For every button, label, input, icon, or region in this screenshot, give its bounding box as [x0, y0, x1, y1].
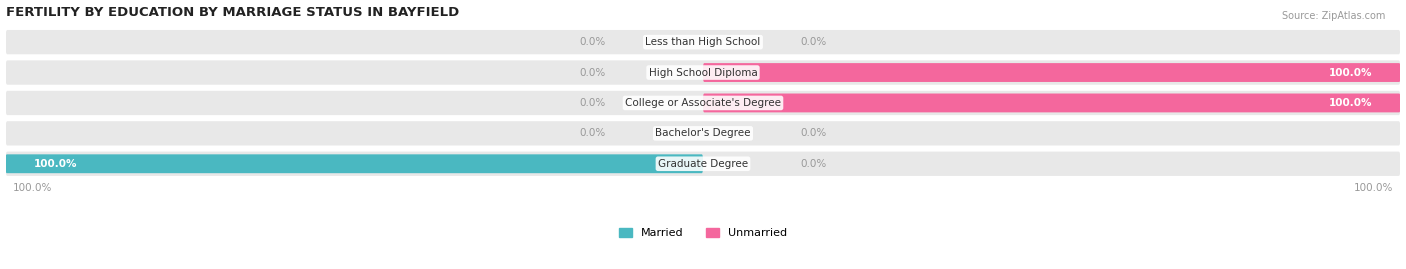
Text: 100.0%: 100.0%: [34, 159, 77, 169]
Text: 0.0%: 0.0%: [579, 128, 606, 138]
Legend: Married, Unmarried: Married, Unmarried: [614, 224, 792, 243]
FancyBboxPatch shape: [703, 63, 1400, 82]
FancyBboxPatch shape: [6, 91, 1400, 115]
Text: 0.0%: 0.0%: [800, 37, 827, 47]
Text: Graduate Degree: Graduate Degree: [658, 159, 748, 169]
FancyBboxPatch shape: [6, 152, 1400, 176]
FancyBboxPatch shape: [6, 121, 1400, 146]
Text: College or Associate's Degree: College or Associate's Degree: [626, 98, 780, 108]
Text: 0.0%: 0.0%: [800, 159, 827, 169]
FancyBboxPatch shape: [6, 60, 1400, 85]
Text: 0.0%: 0.0%: [579, 68, 606, 77]
Text: Bachelor's Degree: Bachelor's Degree: [655, 128, 751, 138]
FancyBboxPatch shape: [6, 154, 703, 173]
Text: High School Diploma: High School Diploma: [648, 68, 758, 77]
Text: FERTILITY BY EDUCATION BY MARRIAGE STATUS IN BAYFIELD: FERTILITY BY EDUCATION BY MARRIAGE STATU…: [6, 6, 458, 19]
Text: 100.0%: 100.0%: [1329, 98, 1372, 108]
Text: 0.0%: 0.0%: [800, 128, 827, 138]
Text: Source: ZipAtlas.com: Source: ZipAtlas.com: [1281, 11, 1385, 21]
Text: Less than High School: Less than High School: [645, 37, 761, 47]
Text: 100.0%: 100.0%: [1354, 183, 1393, 193]
Text: 100.0%: 100.0%: [1329, 68, 1372, 77]
Text: 0.0%: 0.0%: [579, 37, 606, 47]
FancyBboxPatch shape: [703, 94, 1400, 112]
Text: 100.0%: 100.0%: [13, 183, 52, 193]
Text: 0.0%: 0.0%: [579, 98, 606, 108]
FancyBboxPatch shape: [6, 30, 1400, 54]
